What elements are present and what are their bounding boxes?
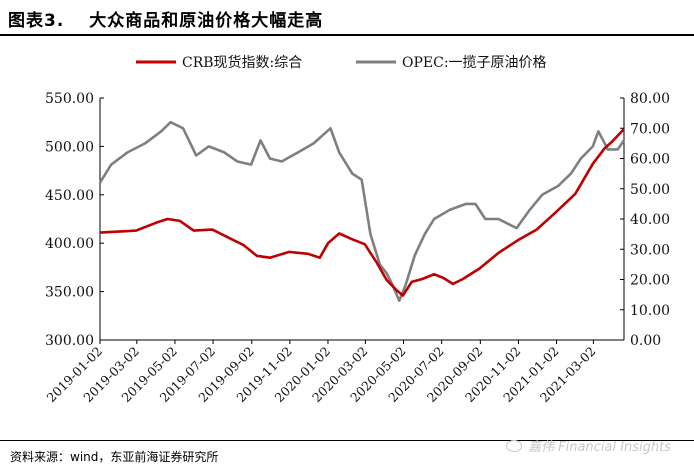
right-tick-label: 60.00 [630, 152, 670, 168]
left-tick-label: 400.00 [45, 236, 94, 252]
top-rule [0, 34, 694, 36]
legend: CRB现货指数:综合 OPEC:一揽子原油价格 [136, 54, 547, 71]
right-tick-label: 50.00 [630, 182, 670, 198]
figure-title: 图表3. 大众商品和原油价格大幅走高 [8, 11, 324, 31]
right-tick-label: 80.00 [630, 91, 670, 107]
chart-axes: 300.00 350.00 400.00 450.00 500.00 550.00 0.00… [44, 91, 671, 405]
right-tick-label: 30.00 [630, 242, 670, 258]
left-tick-label: 350.00 [45, 285, 94, 301]
watermark: 嘉伟 Financial Insights [506, 436, 671, 455]
right-tick-label: 20.00 [630, 273, 670, 289]
right-tick-label: 0.00 [630, 333, 661, 349]
wechat-icon [506, 440, 522, 452]
bottom-rule [0, 440, 694, 441]
left-tick-label: 550.00 [45, 91, 94, 107]
left-tick-label: 300.00 [45, 333, 94, 349]
watermark-text: 嘉伟 Financial Insights [528, 440, 671, 455]
left-tick-label: 500.00 [45, 139, 94, 155]
right-tick-label: 70.00 [630, 121, 670, 137]
series-lines [98, 120, 626, 302]
right-tick-label: 10.00 [630, 303, 670, 319]
left-tick-label: 450.00 [45, 188, 94, 204]
right-tick-label: 40.00 [630, 212, 670, 228]
series-line-crb [99, 128, 625, 297]
legend-label: OPEC:一揽子原油价格 [402, 54, 547, 71]
legend-label: CRB现货指数:综合 [182, 54, 302, 71]
series-line-opec [98, 120, 626, 302]
source-note: 资料来源：wind，东亚前海证券研究所 [10, 450, 219, 464]
